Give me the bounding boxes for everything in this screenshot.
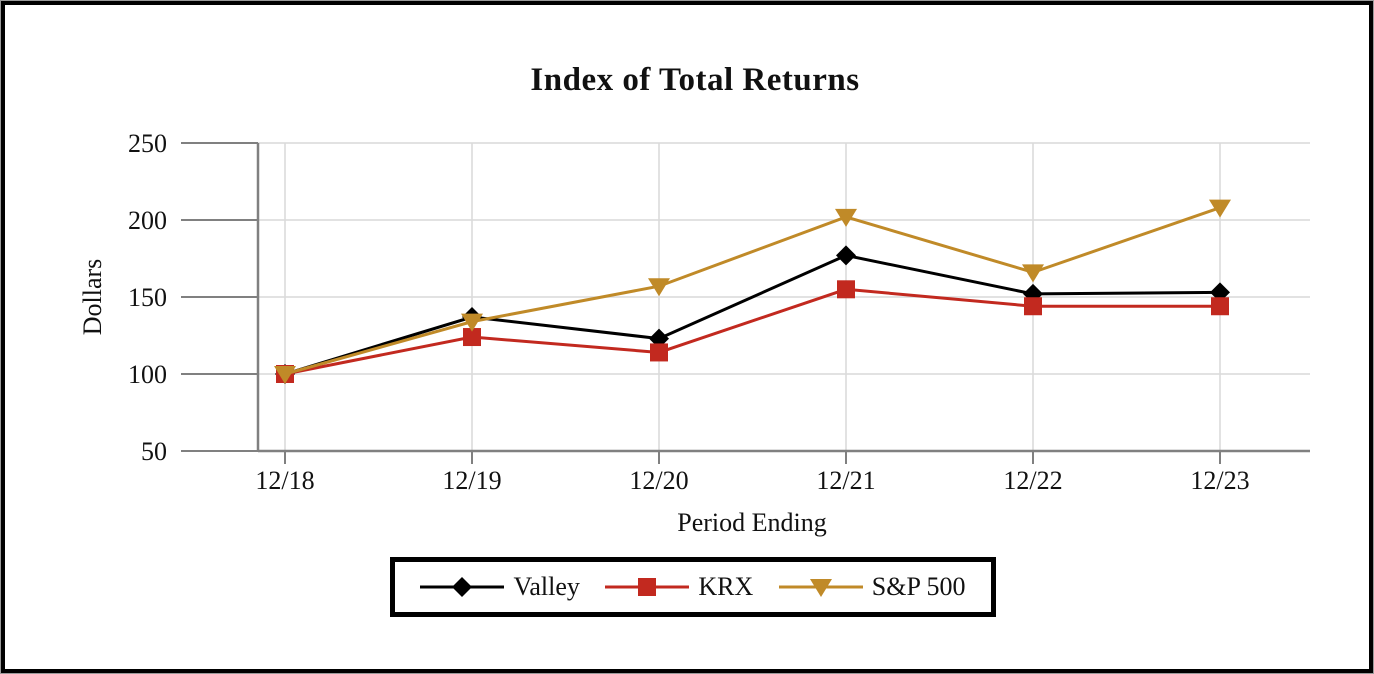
- x-tick-label: 12/22: [1003, 466, 1062, 495]
- square-legend-swatch-icon: [605, 578, 690, 596]
- x-tick-label: 12/21: [816, 466, 875, 495]
- series-marker-krx: [650, 343, 668, 362]
- series-marker-s-p-500: [835, 208, 857, 227]
- y-tick-label: 100: [128, 360, 167, 389]
- y-tick-label: 150: [128, 283, 167, 312]
- line-chart-plot-area: 50 100 150 200 250 12/18 12/19 12/20 12/21 12/22 1…: [128, 129, 1310, 495]
- triangle-down-legend-swatch-icon: [778, 579, 863, 597]
- y-tick-label: 250: [128, 129, 167, 158]
- y-tick-label: 50: [141, 437, 167, 466]
- legend-label: S&P 500: [871, 572, 966, 601]
- legend-entry: S&P 500: [778, 572, 966, 602]
- x-tick-label: 12/23: [1190, 466, 1249, 495]
- triangle-down-legend-marker-icon: [809, 579, 832, 597]
- series-marker-valley: [836, 245, 856, 266]
- square-legend-marker-icon: [638, 578, 657, 596]
- diamond-legend-swatch-icon: [420, 577, 505, 597]
- x-tick-label: 12/20: [629, 466, 688, 495]
- series-marker-s-p-500: [1209, 199, 1231, 218]
- series-marker-s-p-500: [1022, 264, 1044, 283]
- series-marker-s-p-500: [274, 366, 296, 384]
- series-line-valley: [284, 253, 1221, 376]
- x-axis-title: Period Ending: [677, 508, 827, 537]
- legend-entry: Valley: [420, 572, 580, 602]
- series-marker-s-p-500: [648, 278, 670, 297]
- series-line-s-p-500: [284, 206, 1221, 376]
- legend-label: Valley: [513, 572, 580, 601]
- series-marker-krx: [1024, 297, 1042, 316]
- x-tick-label: 12/18: [255, 466, 314, 495]
- series-line-krx: [284, 287, 1220, 376]
- series-marker-krx: [837, 280, 855, 299]
- chart-title: Index of Total Returns: [530, 62, 860, 98]
- legend-box: Valley KRX S&P 500: [390, 557, 996, 617]
- x-tick-label: 12/19: [442, 466, 501, 495]
- legend-entry: KRX: [605, 572, 753, 602]
- series-marker-krx: [463, 328, 481, 347]
- legend-label: KRX: [698, 572, 754, 601]
- diamond-legend-marker-icon: [452, 577, 473, 597]
- series-marker-krx: [1211, 297, 1229, 316]
- series-marker-s-p-500: [461, 313, 483, 332]
- y-tick-label: 200: [128, 206, 167, 235]
